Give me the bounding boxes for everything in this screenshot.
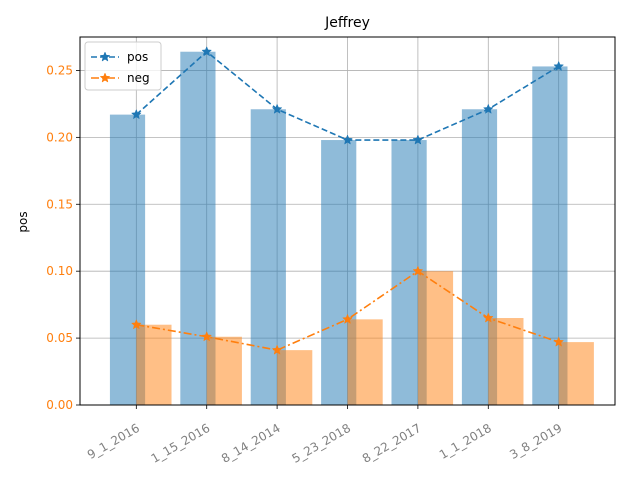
y-tick-label: 0.05 bbox=[46, 331, 73, 345]
legend-marker-pos bbox=[99, 51, 111, 62]
data-point-neg bbox=[553, 336, 565, 347]
y-axis-label: pos bbox=[16, 211, 30, 232]
bar-neg bbox=[558, 342, 594, 405]
bar-neg bbox=[417, 271, 454, 405]
x-tick-label: 3_8_2019 bbox=[507, 421, 564, 462]
data-point-neg bbox=[201, 331, 213, 342]
x-tick-label: 1_1_2018 bbox=[437, 421, 494, 462]
bar-neg bbox=[277, 350, 313, 405]
data-point-neg bbox=[482, 312, 494, 323]
bars-layer bbox=[109, 51, 594, 406]
legend-label-neg: neg bbox=[127, 71, 150, 85]
y-tick-label: 0.15 bbox=[46, 197, 73, 211]
data-point-neg bbox=[412, 265, 424, 276]
data-point-pos bbox=[553, 60, 565, 72]
data-point-pos bbox=[482, 103, 494, 114]
legend-marker-neg bbox=[99, 72, 111, 83]
y-tick-label: 0.20 bbox=[46, 130, 73, 144]
x-tick-label: 8_22_2017 bbox=[360, 421, 424, 466]
lines-layer bbox=[130, 46, 565, 355]
data-point-pos bbox=[201, 46, 213, 57]
y-tick-label: 0.25 bbox=[46, 63, 73, 77]
x-tick-label: 5_23_2018 bbox=[289, 421, 353, 466]
data-point-pos bbox=[130, 108, 142, 120]
data-point-pos bbox=[412, 134, 424, 145]
chart-title: Jeffrey bbox=[324, 15, 370, 31]
data-point-neg bbox=[271, 344, 283, 355]
bar-neg bbox=[488, 318, 524, 405]
y-tick-label: 0.10 bbox=[46, 264, 73, 278]
data-point-neg bbox=[342, 313, 353, 324]
data-point-pos bbox=[342, 134, 353, 145]
x-tick-label: 1_15_2016 bbox=[149, 421, 213, 466]
x-tick-label: 9_1_2016 bbox=[85, 421, 142, 462]
bar-neg bbox=[136, 324, 172, 405]
data-point-pos bbox=[271, 103, 283, 114]
x-tick-label: 8_14_2014 bbox=[219, 421, 283, 466]
legend: pos neg bbox=[84, 41, 162, 91]
bar-neg bbox=[347, 319, 383, 405]
legend-label-pos: pos bbox=[127, 50, 148, 64]
bar-neg bbox=[206, 336, 242, 405]
data-point-neg bbox=[130, 319, 142, 330]
y-tick-label: 0.00 bbox=[46, 398, 73, 412]
